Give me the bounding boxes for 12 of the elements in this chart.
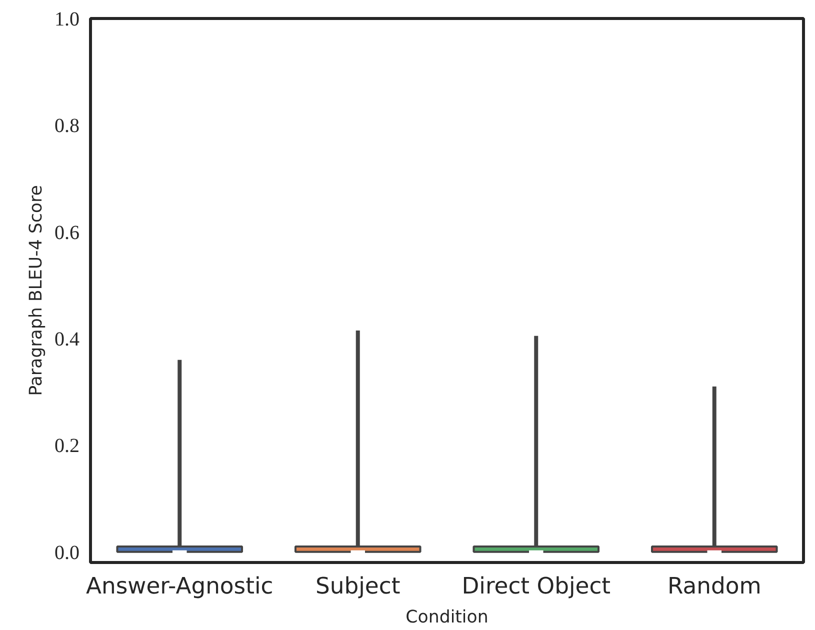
y-tick-label: 0.2 <box>54 435 80 458</box>
y-tick-label: 1.0 <box>54 8 80 30</box>
x-tick-label: Direct Object <box>462 574 611 600</box>
x-tick-label: Subject <box>316 574 400 600</box>
y-tick-label: 0.4 <box>54 328 80 350</box>
x-tick-label: Answer-Agnostic <box>86 574 274 600</box>
y-tick-label: 0.6 <box>54 222 80 244</box>
x-tick-label: Random <box>667 574 762 600</box>
y-tick-label: 0.8 <box>54 115 80 138</box>
x-axis-title: Condition <box>406 608 488 628</box>
y-tick-label: 0.0 <box>54 542 80 564</box>
y-axis-title: Paragraph BLEU-4 Score <box>26 185 46 396</box>
